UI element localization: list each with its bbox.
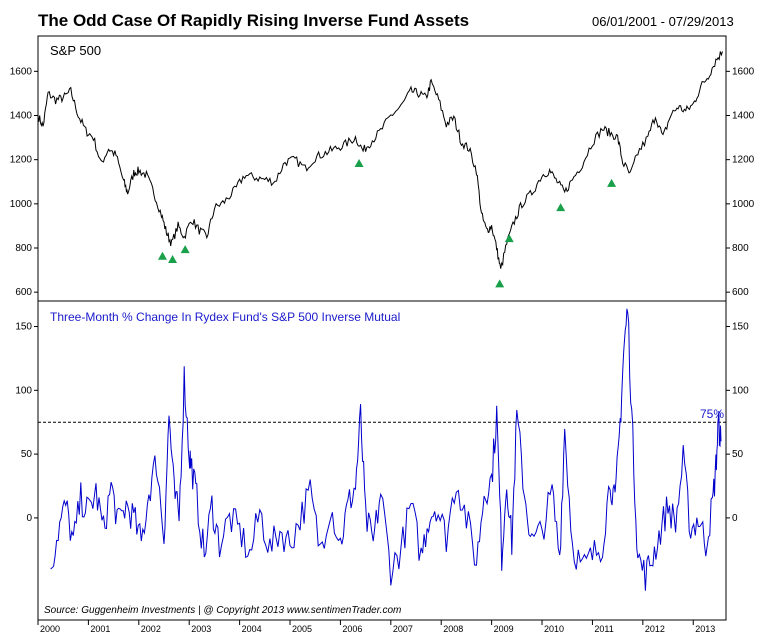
y-tick-label-left: 800 bbox=[15, 243, 32, 254]
x-tick-label: 2009 bbox=[494, 624, 514, 634]
y-tick-label-left: 600 bbox=[15, 287, 32, 298]
y-tick-label-left: 150 bbox=[15, 322, 32, 333]
y-tick-label-right: 600 bbox=[732, 287, 749, 298]
buy-marker-triangle bbox=[157, 251, 167, 260]
buy-marker-triangle bbox=[495, 279, 505, 288]
x-tick-label: 2013 bbox=[695, 624, 715, 634]
x-tick-label: 2003 bbox=[191, 624, 211, 634]
x-tick-label: 2006 bbox=[342, 624, 362, 634]
y-tick-label-left: 1400 bbox=[10, 111, 33, 122]
y-tick-label-right: 1200 bbox=[732, 155, 755, 166]
buy-marker-triangle bbox=[504, 234, 514, 243]
buy-markers bbox=[157, 158, 617, 288]
x-tick-label: 2011 bbox=[594, 624, 613, 634]
date-range: 06/01/2001 - 07/29/2013 bbox=[592, 14, 734, 29]
buy-marker-triangle bbox=[556, 203, 566, 212]
y-tick-label-left: 1600 bbox=[10, 66, 33, 77]
y-tick-label-right: 1400 bbox=[732, 111, 755, 122]
y-tick-label-right: 800 bbox=[732, 243, 749, 254]
y-tick-label-right: 150 bbox=[732, 322, 749, 333]
y-tick-label-left: 50 bbox=[21, 449, 33, 460]
x-tick-label: 2007 bbox=[393, 624, 413, 634]
source-note: Source: Guggenheim Investments | @ Copyr… bbox=[44, 605, 401, 616]
top-axes: 600 600 800 800 1000 1000 1200 1200 1400 1400 1600… bbox=[10, 66, 755, 298]
sp500-line bbox=[37, 51, 723, 269]
x-tick-label: 2002 bbox=[141, 624, 161, 634]
x-tick-label: 2008 bbox=[443, 624, 463, 634]
inverse-fund-line bbox=[50, 308, 722, 591]
top-panel-label: S&P 500 bbox=[50, 43, 101, 58]
x-tick-label: 2001 bbox=[90, 624, 110, 634]
buy-marker-triangle bbox=[607, 178, 617, 187]
buy-marker-triangle bbox=[168, 255, 178, 264]
y-tick-label-left: 1000 bbox=[10, 199, 33, 210]
y-tick-label-right: 1600 bbox=[732, 66, 755, 77]
bottom-panel-label: Three-Month % Change In Rydex Fund's S&P… bbox=[50, 310, 400, 324]
y-tick-label-left: 1200 bbox=[10, 155, 33, 166]
x-tick-label: 2010 bbox=[544, 624, 564, 634]
x-tick-label: 2004 bbox=[242, 624, 262, 634]
buy-marker-triangle bbox=[354, 158, 364, 167]
buy-marker-triangle bbox=[180, 245, 190, 254]
threshold-label: 75% bbox=[700, 407, 724, 421]
y-tick-label-left: 0 bbox=[26, 513, 32, 524]
y-tick-label-right: 1000 bbox=[732, 199, 755, 210]
y-tick-label-right: 100 bbox=[732, 385, 749, 396]
chart-title: The Odd Case Of Rapidly Rising Inverse F… bbox=[38, 11, 470, 30]
x-axis: 2000 2001 2002 2003 2004 2005 2006 2007 2008 2009… bbox=[37, 620, 715, 634]
bottom-panel-frame bbox=[37, 300, 727, 621]
top-panel-frame bbox=[37, 35, 727, 302]
x-tick-label: 2000 bbox=[40, 624, 60, 634]
bottom-axes: 0 0 50 50 100 100 150 150 bbox=[15, 322, 749, 524]
x-tick-label: 2005 bbox=[292, 624, 312, 634]
y-tick-label-right: 50 bbox=[732, 449, 744, 460]
y-tick-label-right: 0 bbox=[732, 513, 738, 524]
x-tick-label: 2012 bbox=[645, 624, 665, 634]
y-tick-label-left: 100 bbox=[15, 385, 32, 396]
